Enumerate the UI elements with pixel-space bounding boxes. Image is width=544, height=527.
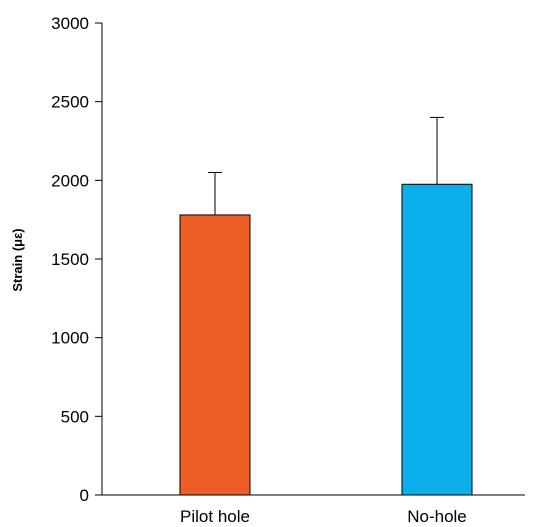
y-tick-label: 3000	[51, 14, 89, 33]
x-axis: Pilot hole No-hole	[102, 494, 525, 526]
bars	[179, 116, 473, 496]
y-tick-label: 0	[80, 486, 89, 505]
y-tick-label: 2000	[51, 171, 89, 190]
bar-no-hole	[401, 183, 473, 496]
y-axis: 0 500 1000 1500 2000 2500 3000	[51, 14, 103, 505]
x-category-label: Pilot hole	[180, 507, 250, 526]
bar-pilot-hole	[179, 214, 251, 496]
y-tick-label: 500	[61, 407, 89, 426]
y-tick-label: 1000	[51, 329, 89, 348]
y-axis-title: Strain (με)	[10, 228, 25, 291]
x-category-label: No-hole	[407, 507, 467, 526]
y-tick-label: 2500	[51, 93, 89, 112]
y-tick-label: 1500	[51, 250, 89, 269]
